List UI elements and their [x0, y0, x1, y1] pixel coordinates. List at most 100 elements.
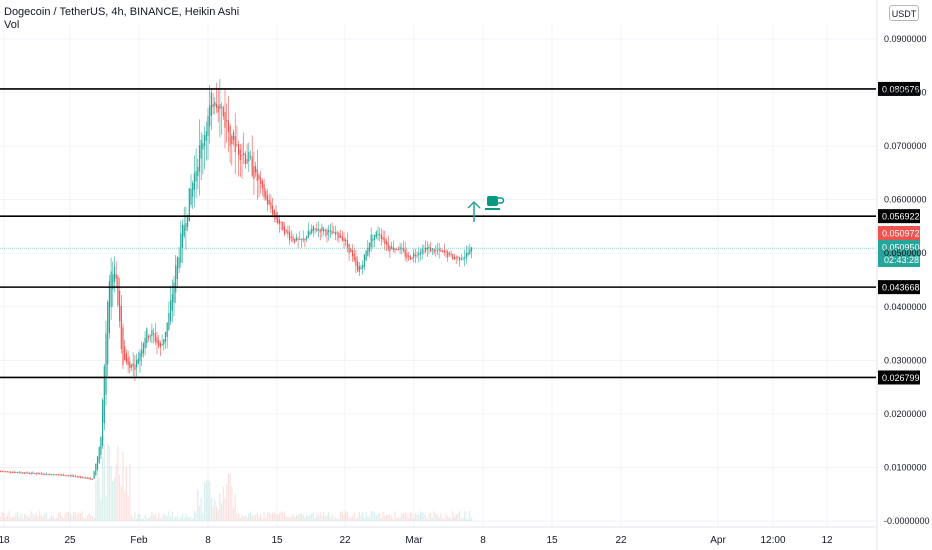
volume-bar	[207, 479, 209, 521]
candle-body	[268, 199, 270, 205]
time-axis[interactable]: 18 25 Feb 8 15 22 Mar 8 15 22 Apr 12:00 12	[0, 526, 876, 546]
volume-bar	[238, 513, 240, 521]
volume-bar	[452, 511, 454, 521]
candle-body	[273, 210, 275, 215]
volume-bar	[180, 517, 182, 521]
candle-body	[1, 471, 3, 473]
volume-bar	[129, 463, 131, 521]
volume-bar	[248, 513, 250, 521]
candle-body	[421, 248, 423, 254]
volume-bar	[433, 511, 435, 521]
candle-body	[360, 267, 362, 269]
volume-bar	[95, 481, 97, 521]
candle-body	[168, 313, 170, 330]
volume-bar	[350, 517, 352, 521]
price-axis[interactable]: 0.0900000 0.0800000 0.0700000 0.0600000 0.05…	[876, 0, 930, 550]
volume-bar	[74, 512, 76, 521]
volume-bar	[392, 518, 394, 521]
candle-body	[207, 116, 209, 136]
currency-button[interactable]: USDT	[889, 5, 919, 21]
candle-body	[136, 360, 138, 368]
candle-body	[44, 473, 46, 475]
volume-bar	[292, 514, 294, 521]
volume-bar	[214, 499, 216, 521]
volume-bar	[88, 513, 90, 521]
volume-bar	[372, 511, 374, 521]
candle-body	[307, 231, 309, 239]
volume-bar	[236, 513, 238, 521]
y-tick-label: 0.0200000	[884, 409, 927, 419]
candle-body	[85, 477, 87, 479]
volume-bar	[35, 513, 37, 521]
volume-bar	[139, 514, 141, 521]
volume-bar	[51, 515, 53, 521]
volume-bar	[465, 518, 467, 521]
volume-bar	[164, 515, 167, 521]
candle-body	[142, 343, 144, 354]
candle-body	[173, 282, 175, 303]
x-tick-label: 8	[480, 535, 486, 546]
volume-bar	[100, 499, 102, 521]
candle-body	[445, 251, 447, 253]
volume-bar	[10, 517, 12, 521]
volume-bar	[40, 515, 42, 521]
candle-body	[147, 335, 150, 338]
volume-bar	[61, 516, 63, 521]
volume-bar	[362, 511, 364, 521]
volume-bar	[387, 515, 389, 521]
candle-body	[8, 471, 10, 473]
volume-bar	[396, 518, 398, 521]
candle-body	[348, 243, 350, 254]
candle-body	[204, 135, 206, 147]
volume-bar	[18, 517, 20, 521]
candle-body	[47, 474, 49, 476]
candle-body	[40, 473, 42, 475]
candle-body	[224, 111, 226, 128]
horizontal-levels[interactable]: 0.0806767 0.0569224 0.0436683 0.0267993 0.05…	[0, 81, 925, 385]
y-tick-label: 0.0700000	[884, 141, 927, 151]
volume-bar	[244, 515, 246, 521]
candle-body	[226, 119, 228, 122]
volume-bar	[287, 516, 289, 521]
volume-bar	[469, 511, 471, 521]
volume-bar	[181, 513, 184, 521]
candle-body	[23, 472, 25, 474]
volume-bar	[367, 516, 369, 521]
volume-bar	[217, 509, 219, 521]
candle-body	[74, 475, 76, 477]
volume-bar	[440, 513, 442, 521]
candle-body	[333, 231, 335, 233]
candle-body	[61, 474, 63, 476]
candle-body	[73, 475, 75, 477]
candle-body	[336, 232, 338, 234]
volume-bar	[96, 467, 99, 521]
volume-bar	[76, 514, 78, 521]
candle-body	[197, 167, 199, 177]
volume-bar	[5, 517, 7, 521]
candle-body	[346, 240, 348, 248]
volume-bar	[294, 516, 296, 521]
candle-body	[258, 175, 260, 180]
volume-bar	[192, 518, 194, 521]
x-tick-label: 22	[615, 535, 627, 546]
volume-bar	[406, 513, 408, 521]
candle-body	[409, 256, 411, 260]
candle-body	[357, 261, 359, 271]
volume-bar	[79, 513, 82, 521]
candle-body	[212, 104, 214, 108]
volume-bar	[178, 518, 180, 521]
candle-body	[83, 477, 85, 479]
volume-bar	[137, 513, 139, 521]
volume-bar	[147, 518, 150, 521]
volume-bar	[414, 513, 416, 521]
candle-body	[316, 228, 318, 231]
candle-body	[374, 234, 376, 240]
candle-body	[108, 281, 110, 334]
volume-bar	[144, 514, 146, 521]
volume-bar	[45, 512, 48, 521]
candle-body	[290, 236, 292, 238]
volume-bar	[430, 512, 432, 521]
candle-body	[100, 437, 102, 455]
volume-bar	[283, 511, 286, 521]
